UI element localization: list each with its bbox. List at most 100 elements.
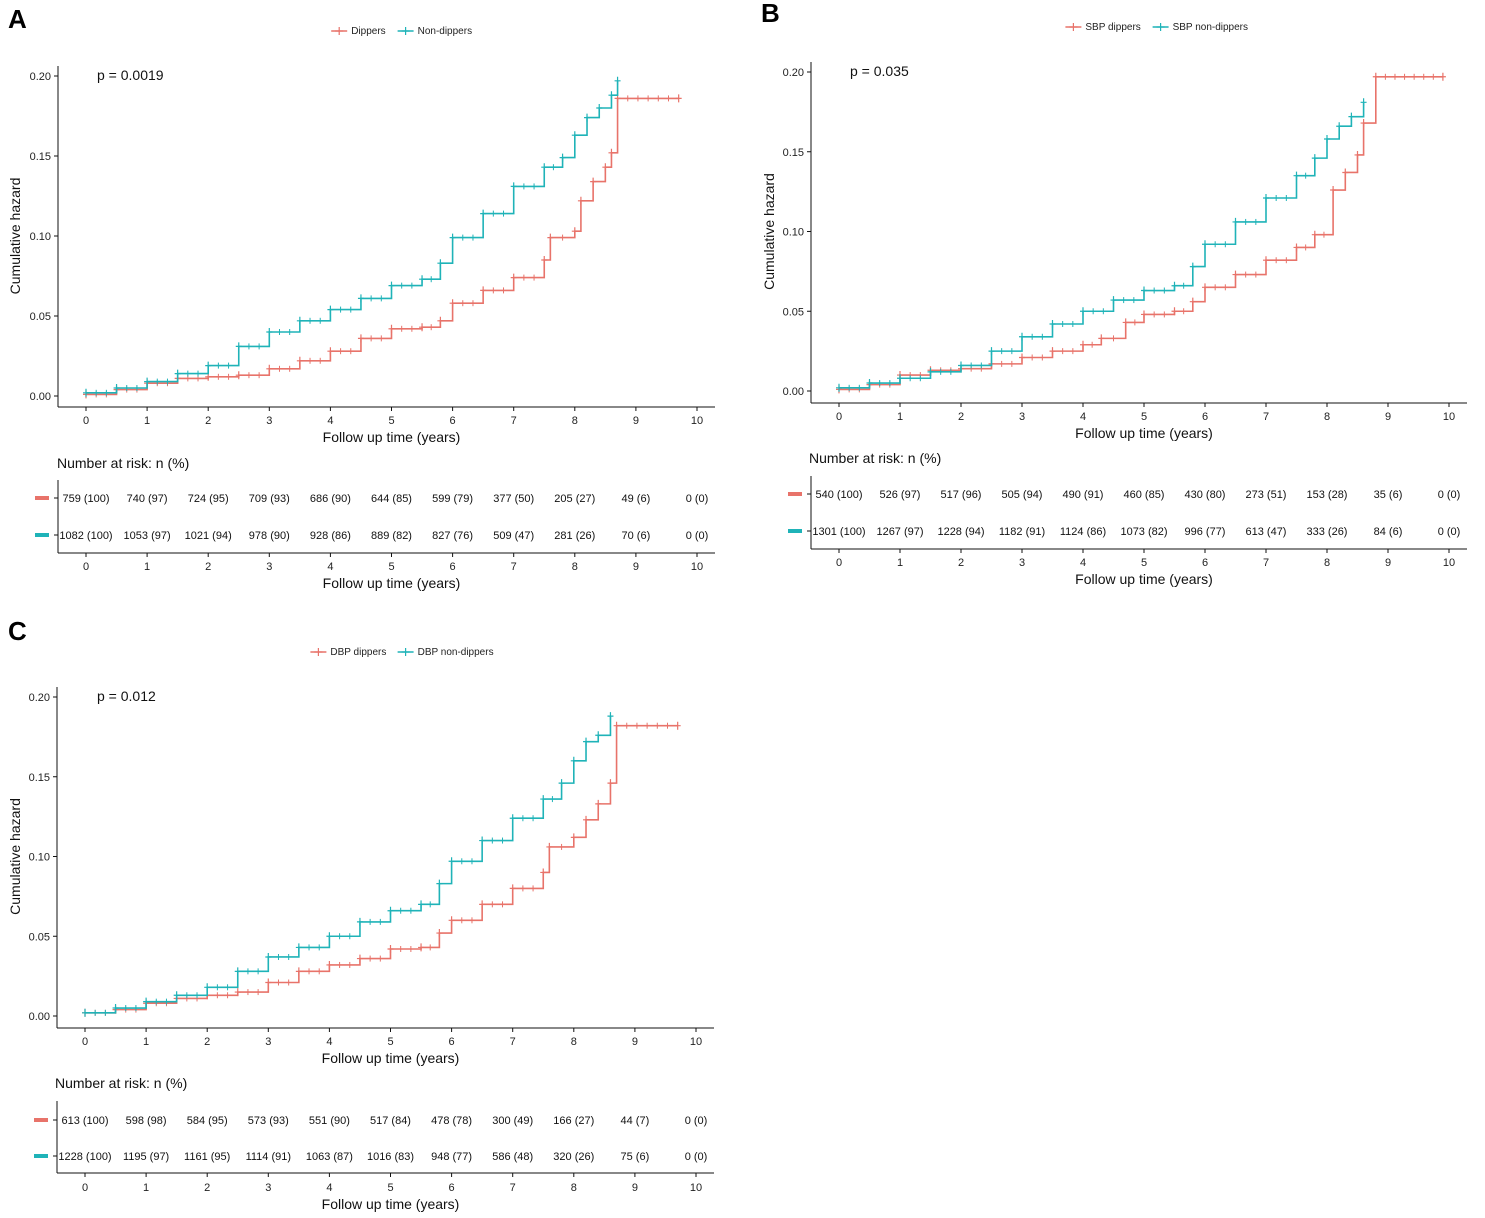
risk-cell: 644 (85) [371, 493, 412, 505]
risk-cell: 320 (26) [553, 1151, 594, 1163]
risk-x-tick-label: 4 [327, 561, 333, 573]
data-point [295, 967, 302, 976]
risk-group-key [34, 1154, 48, 1158]
risk-cell: 0 (0) [685, 1151, 708, 1163]
legend: DBP dippers DBP non-dippers [310, 647, 494, 658]
data-point [541, 163, 548, 172]
y-tick-label: 0.00 [30, 391, 51, 403]
risk-table: Number at risk: n (%)613 (100) 598 (98) 58… [34, 1075, 714, 1212]
hazard-step-line [85, 716, 612, 1014]
risk-cell: 759 (100) [62, 493, 109, 505]
data-point [583, 737, 590, 746]
data-point [613, 721, 620, 730]
data-point [234, 967, 241, 976]
risk-cell: 1301 (100) [812, 526, 865, 538]
legend-label: Non-dippers [418, 26, 472, 37]
risk-cell: 300 (49) [492, 1115, 533, 1127]
risk-x-tick-label: 2 [205, 561, 211, 573]
data-point [547, 233, 554, 242]
risk-cell: 0 (0) [686, 530, 709, 542]
data-point [448, 857, 455, 866]
data-point [296, 356, 303, 365]
risk-cell: 430 (80) [1185, 489, 1226, 501]
data-point [173, 991, 180, 1000]
data-point [113, 384, 120, 392]
data-point [1263, 256, 1269, 265]
hazard-step-line [839, 102, 1365, 389]
data-point [608, 91, 615, 100]
data-point [1354, 150, 1361, 159]
data-point [510, 273, 517, 282]
risk-group-key [788, 492, 802, 496]
x-tick-label: 2 [205, 415, 211, 427]
x-tick-label: 2 [958, 411, 964, 423]
risk-group-key [35, 533, 49, 537]
data-point [1141, 310, 1147, 319]
x-tick-label: 6 [1202, 411, 1208, 423]
data-point [449, 299, 456, 308]
data-point [559, 153, 566, 162]
data-point [836, 383, 842, 392]
data-point [82, 1008, 88, 1017]
risk-cell: 333 (26) [1307, 526, 1348, 538]
risk-cell: 1073 (82) [1120, 526, 1167, 538]
risk-cell: 505 (94) [1002, 489, 1043, 501]
data-point [1141, 286, 1147, 295]
data-point [596, 104, 603, 112]
data-point [143, 997, 150, 1006]
risk-cell: 948 (77) [431, 1151, 472, 1163]
risk-cell: 1016 (83) [367, 1151, 414, 1163]
x-tick-label: 0 [836, 411, 842, 423]
data-point [204, 983, 211, 992]
data-point [1080, 340, 1086, 349]
data-point [388, 281, 395, 290]
risk-x-tick-label: 8 [571, 1182, 577, 1194]
risk-cell: 49 (6) [622, 493, 651, 505]
p-value: p = 0.035 [850, 63, 909, 79]
data-point [419, 275, 426, 284]
risk-x-tick-label: 6 [1202, 557, 1208, 569]
x-tick-label: 10 [690, 1036, 702, 1048]
x-tick-label: 6 [450, 415, 456, 427]
x-tick-label: 2 [204, 1036, 210, 1048]
risk-cell: 75 (6) [621, 1151, 650, 1163]
y-axis-title: Cumulative hazard [761, 173, 777, 290]
risk-x-tick-label: 2 [958, 557, 964, 569]
risk-group-key [34, 1118, 48, 1122]
data-point [1348, 112, 1355, 121]
risk-cell: 1195 (97) [123, 1151, 169, 1163]
data-point [583, 815, 590, 824]
data-point [546, 842, 553, 851]
risk-cell: 517 (96) [941, 489, 982, 501]
risk-cell: 686 (90) [310, 493, 351, 505]
data-point [602, 163, 609, 172]
y-tick-label: 0.00 [29, 1011, 50, 1023]
risk-cell: 613 (47) [1246, 526, 1287, 538]
data-point [614, 76, 621, 85]
x-tick-label: 3 [265, 1036, 271, 1048]
data-point [571, 131, 578, 140]
data-point [595, 731, 602, 740]
data-point [296, 316, 303, 325]
risk-cell: 166 (27) [553, 1115, 594, 1127]
data-point [584, 113, 591, 122]
hazard-step-line [86, 80, 619, 394]
data-point [1372, 72, 1379, 81]
risk-cell: 84 (6) [1374, 526, 1403, 538]
x-tick-label: 7 [511, 415, 517, 427]
panel-c: C DBP dippers DBP non-dippers 0.00 0.05 0.10 0… [7, 616, 714, 1212]
risk-cell: 460 (85) [1124, 489, 1165, 501]
data-point [1360, 119, 1367, 128]
risk-x-tick-label: 6 [449, 1182, 455, 1194]
data-point [235, 342, 242, 351]
data-point [83, 388, 89, 397]
risk-cell: 517 (84) [370, 1115, 411, 1127]
data-point [327, 347, 334, 356]
y-tick-label: 0.15 [783, 147, 804, 159]
risk-x-tick-label: 7 [511, 561, 517, 573]
data-point [480, 286, 487, 295]
risk-cell: 0 (0) [1438, 526, 1461, 538]
risk-cell: 478 (78) [431, 1115, 472, 1127]
risk-table-title: Number at risk: n (%) [809, 450, 941, 466]
risk-x-tick-label: 9 [1385, 557, 1391, 569]
